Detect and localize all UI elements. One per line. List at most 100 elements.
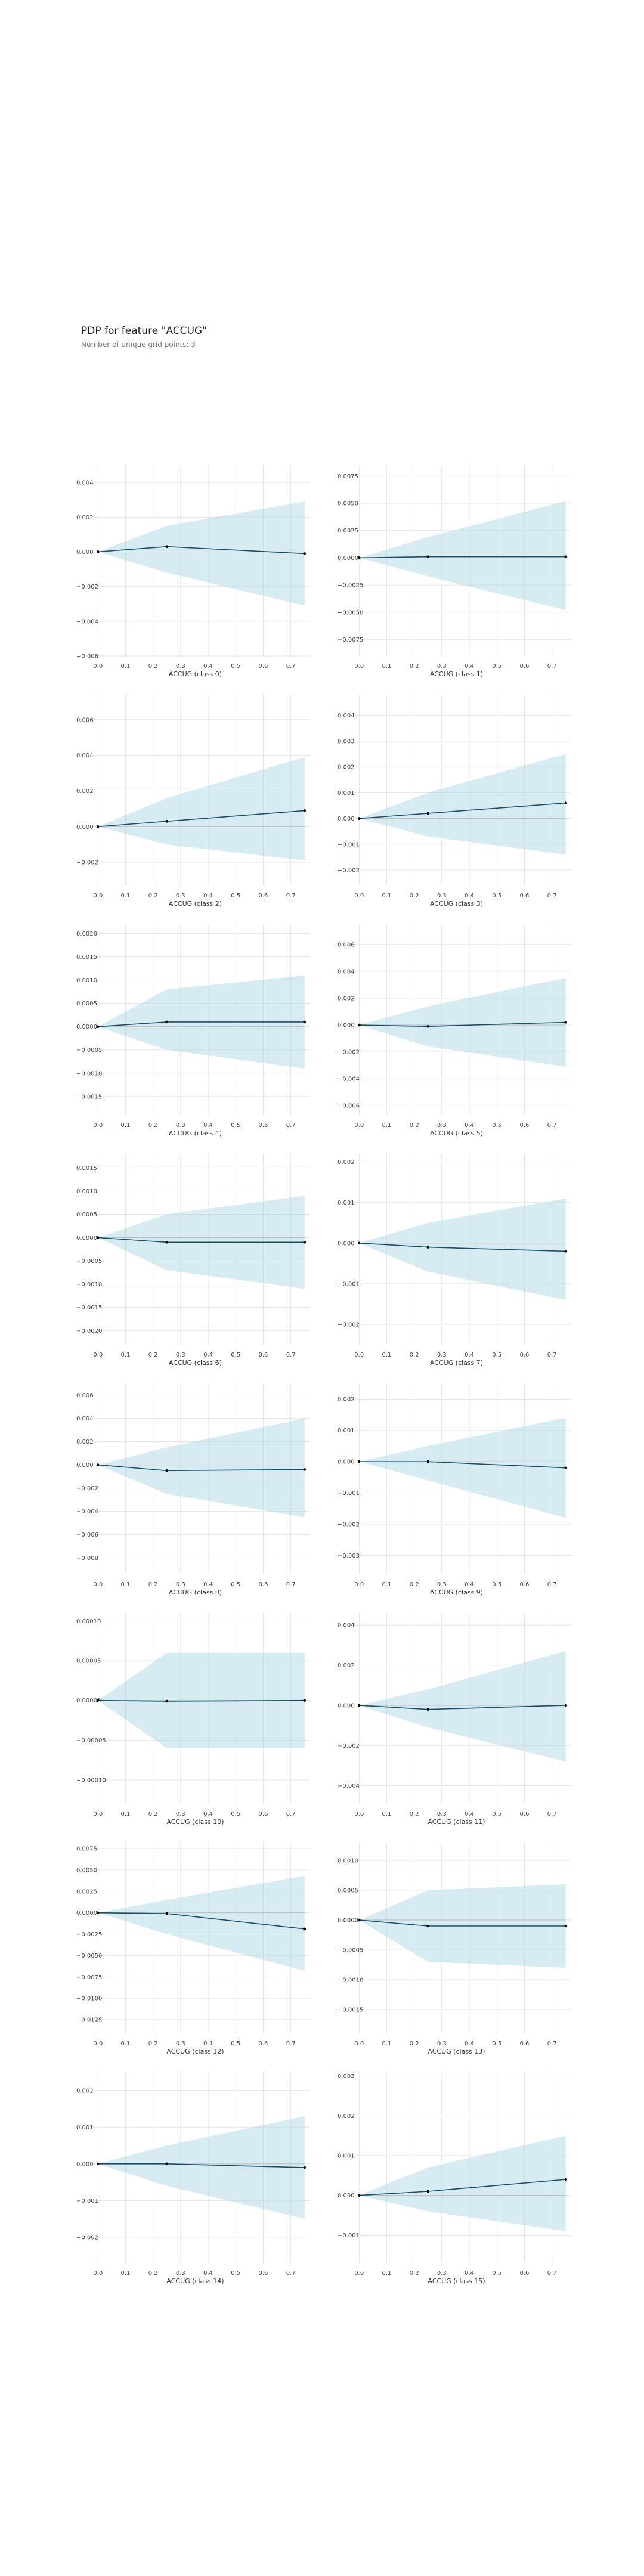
x-tick-label: 0.5 — [231, 2270, 240, 2277]
x-tick-label: 0.4 — [465, 1352, 474, 1358]
pdp-point — [96, 1911, 100, 1914]
pdp-point — [165, 1020, 169, 1024]
x-tick-label: 0.2 — [410, 1122, 419, 1129]
x-tick-label: 0.6 — [520, 1811, 530, 1818]
pdp-point — [564, 1924, 568, 1928]
x-tick-label: 0.7 — [547, 2270, 557, 2277]
x-tick-label: 0.6 — [259, 1811, 268, 1818]
y-tick-label: 0.002 — [76, 1439, 94, 1445]
x-tick-label: 0.5 — [231, 893, 240, 899]
y-tick-label: 0.000 — [338, 1459, 355, 1466]
y-tick-label: −0.006 — [76, 1532, 98, 1538]
y-tick-label: 0.00000 — [76, 1698, 101, 1704]
pdp-point — [96, 1236, 100, 1239]
y-tick-label: 0.004 — [76, 753, 94, 759]
y-tick-label: −0.003 — [338, 1553, 360, 1559]
page-title: PDP for feature "ACCUG" — [81, 325, 207, 337]
confidence-band — [359, 1198, 566, 1301]
x-tick-label: 0.2 — [410, 1581, 419, 1588]
y-tick-label: 0.004 — [76, 1416, 94, 1422]
pdp-chart-class-3: 0.0 0.1 0.2 0.3 0.4 0.5 0.6 0.7 −0.002 −0.001 0.00… — [338, 695, 571, 908]
x-tick-label: 0.0 — [354, 1122, 364, 1129]
x-tick-label: 0.3 — [176, 1581, 185, 1588]
x-axis-label: ACCUG (class 6) — [169, 1359, 222, 1367]
x-tick-label: 0.7 — [286, 663, 296, 670]
x-axis-label: ACCUG (class 15) — [428, 2277, 485, 2285]
x-tick-label: 0.7 — [286, 1581, 296, 1588]
x-tick-label: 0.0 — [354, 2041, 364, 2047]
y-tick-label: 0.002 — [76, 788, 94, 795]
x-axis-label: ACCUG (class 8) — [169, 1589, 222, 1596]
x-tick-label: 0.4 — [203, 663, 213, 670]
x-tick-label: 0.2 — [410, 663, 419, 670]
y-tick-label: −0.0005 — [76, 1258, 102, 1265]
pdp-chart-class-7: 0.0 0.1 0.2 0.3 0.4 0.5 0.6 0.7 −0.002 −0.001 0.00… — [338, 1154, 571, 1367]
x-tick-label: 0.1 — [382, 1122, 391, 1129]
x-tick-label: 0.5 — [492, 1581, 501, 1588]
x-tick-label: 0.4 — [465, 1581, 474, 1588]
y-tick-label: −0.002 — [338, 1321, 360, 1328]
pdp-point — [426, 1024, 430, 1028]
pdp-point — [303, 1927, 306, 1931]
pdp-point — [426, 1708, 430, 1711]
x-tick-label: 0.6 — [520, 2270, 530, 2277]
x-tick-label: 0.2 — [410, 2041, 419, 2047]
x-tick-label: 0.6 — [520, 2041, 530, 2047]
pdp-chart-class-13: 0.0 0.1 0.2 0.3 0.4 0.5 0.6 0.7 −0.0015 −0.0010 −0… — [338, 1843, 571, 2055]
y-tick-label: 0.003 — [338, 2073, 355, 2080]
confidence-band — [98, 1875, 305, 1971]
x-tick-label: 0.7 — [547, 893, 557, 899]
y-tick-label: 0.002 — [338, 1159, 355, 1166]
x-tick-label: 0.4 — [465, 1811, 474, 1818]
x-tick-label: 0.3 — [437, 2041, 447, 2047]
x-tick-label: 0.4 — [203, 1352, 213, 1358]
x-tick-label: 0.7 — [286, 893, 296, 899]
x-tick-label: 0.1 — [382, 1811, 391, 1818]
y-tick-label: −0.008 — [76, 1555, 98, 1562]
y-tick-label: −0.006 — [76, 654, 98, 660]
x-tick-label: 0.4 — [465, 2270, 474, 2277]
pdp-point — [357, 1460, 361, 1463]
y-tick-label: −0.0075 — [76, 1974, 102, 1981]
y-tick-label: 0.006 — [76, 1392, 94, 1399]
x-tick-label: 0.6 — [259, 663, 268, 670]
x-tick-label: 0.5 — [492, 2270, 501, 2277]
pdp-point — [96, 1463, 100, 1466]
y-tick-label: 0.002 — [338, 2113, 355, 2120]
y-tick-label: 0.000 — [338, 1023, 355, 1029]
x-tick-label: 0.3 — [176, 663, 185, 670]
confidence-band — [98, 501, 305, 606]
y-tick-label: −0.0100 — [76, 1996, 102, 2002]
x-tick-label: 0.0 — [354, 1581, 364, 1588]
confidence-band — [359, 754, 566, 855]
y-tick-label: −0.002 — [338, 1522, 360, 1528]
x-tick-label: 0.1 — [120, 1581, 130, 1588]
y-tick-label: 0.00005 — [76, 1658, 101, 1665]
y-tick-label: 0.001 — [338, 1200, 355, 1206]
y-tick-label: 0.000 — [338, 816, 355, 822]
pdp-point — [96, 1025, 100, 1029]
x-tick-label: 0.4 — [465, 1122, 474, 1129]
pdp-point — [564, 555, 568, 558]
x-tick-label: 0.7 — [547, 1352, 557, 1358]
pdp-point — [564, 1466, 568, 1469]
y-tick-label: −0.00010 — [76, 1778, 106, 1784]
x-tick-label: 0.3 — [176, 893, 185, 899]
x-tick-label: 0.4 — [203, 1811, 213, 1818]
y-tick-label: 0.0075 — [338, 473, 358, 480]
x-tick-label: 0.6 — [520, 1581, 530, 1588]
x-tick-label: 0.5 — [492, 1811, 501, 1818]
pdp-point — [165, 1912, 169, 1915]
x-tick-label: 0.1 — [120, 663, 130, 670]
y-tick-label: 0.000 — [76, 824, 94, 831]
confidence-band — [98, 1418, 305, 1518]
x-tick-label: 0.7 — [286, 1352, 296, 1358]
confidence-band — [98, 757, 305, 861]
x-tick-label: 0.2 — [148, 1122, 158, 1129]
y-tick-label: 0.0000 — [76, 1235, 97, 1241]
y-tick-label: 0.0050 — [76, 1867, 97, 1874]
pdp-chart-class-2: 0.0 0.1 0.2 0.3 0.4 0.5 0.6 0.7 −0.002 0.000 0.002… — [76, 695, 310, 908]
pdp-chart-class-15: 0.0 0.1 0.2 0.3 0.4 0.5 0.6 0.7 −0.001 0.000 0.001… — [338, 2072, 571, 2285]
pdp-point — [303, 552, 306, 555]
